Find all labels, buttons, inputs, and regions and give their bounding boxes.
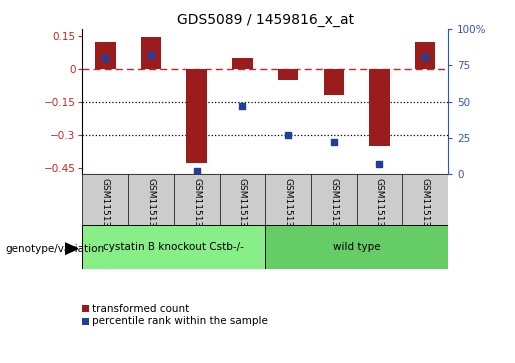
- Bar: [415, 42, 436, 69]
- Text: GSM1151353: GSM1151353: [192, 178, 201, 239]
- Point: [330, 139, 338, 145]
- Bar: [265, 225, 448, 269]
- Text: GSM1151354: GSM1151354: [238, 178, 247, 239]
- Point: [284, 132, 292, 138]
- Point: [101, 55, 109, 61]
- Text: genotype/variation: genotype/variation: [5, 244, 104, 254]
- Point: [421, 54, 430, 60]
- Text: GSM1151358: GSM1151358: [421, 178, 430, 239]
- Point: [147, 52, 155, 58]
- Text: GSM1151356: GSM1151356: [329, 178, 338, 239]
- Text: GSM1151351: GSM1151351: [101, 178, 110, 239]
- Text: cystatin B knockout Cstb-/-: cystatin B knockout Cstb-/-: [104, 242, 244, 252]
- Point: [375, 161, 384, 167]
- Bar: [186, 69, 207, 163]
- Title: GDS5089 / 1459816_x_at: GDS5089 / 1459816_x_at: [177, 13, 354, 26]
- Point: [193, 168, 201, 174]
- Bar: [82, 225, 265, 269]
- Polygon shape: [65, 243, 78, 254]
- Bar: [232, 58, 253, 69]
- Bar: [141, 37, 161, 69]
- Text: transformed count: transformed count: [92, 303, 189, 314]
- Text: wild type: wild type: [333, 242, 381, 252]
- Bar: [369, 69, 390, 146]
- Point: [238, 103, 247, 109]
- Bar: [323, 69, 344, 95]
- Text: GSM1151355: GSM1151355: [284, 178, 293, 239]
- Bar: [278, 69, 298, 79]
- Bar: [95, 42, 115, 69]
- Text: percentile rank within the sample: percentile rank within the sample: [92, 316, 268, 326]
- Text: GSM1151357: GSM1151357: [375, 178, 384, 239]
- Text: GSM1151352: GSM1151352: [146, 178, 156, 239]
